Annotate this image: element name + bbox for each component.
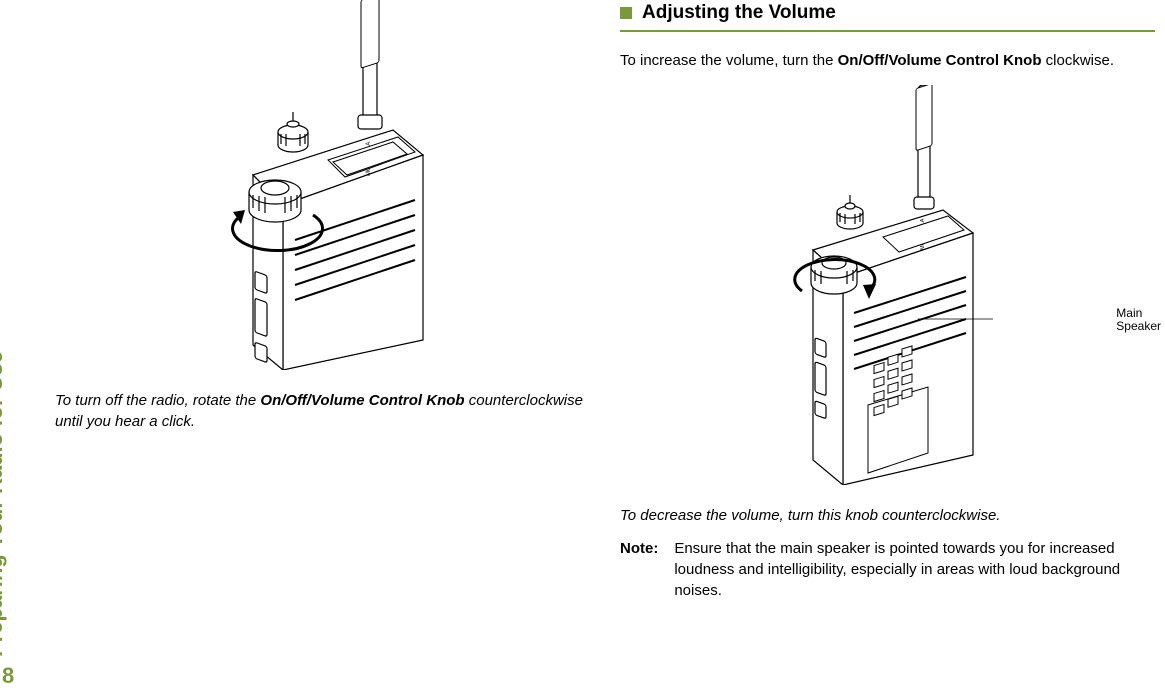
note-label: Note: [620,538,658,601]
callout-line2: Speaker [1116,319,1161,333]
volume-intro: To increase the volume, turn the On/Off/… [620,50,1155,71]
section-header: Adjusting the Volume [620,2,1155,32]
radio-cw-illustration: MOTOROLA [758,85,1018,485]
section-bullet-icon [620,7,632,19]
note-text: Ensure that the main speaker is pointed … [674,538,1155,601]
figure-volume: MOTOROLA [620,85,1155,485]
radio-ccw-illustration: MOTOROLA [183,0,463,370]
turn-off-caption: To turn off the radio, rotate the On/Off… [55,390,590,432]
figure-turn-off: MOTOROLA [55,0,590,370]
main-speaker-callout: Main Speaker [1116,307,1161,333]
note-block: Note: Ensure that the main speaker is po… [620,538,1155,601]
intro-post: clockwise. [1042,52,1115,69]
section-title: Adjusting the Volume [642,2,836,24]
left-column: MOTOROLA [55,0,590,697]
caption-pre: To turn off the radio, rotate the [55,392,260,409]
intro-bold: On/Off/Volume Control Knob [838,52,1042,69]
caption-bold: On/Off/Volume Control Knob [260,392,464,409]
chapter-sidebar-title: Preparing Your Radio for Use [0,351,8,657]
callout-line1: Main [1116,306,1142,320]
right-column: Adjusting the Volume To increase the vol… [620,0,1155,697]
decrease-caption: To decrease the volume, turn this knob c… [620,505,1155,526]
intro-pre: To increase the volume, turn the [620,52,838,69]
page-content: MOTOROLA [55,0,1155,697]
page-number: 8 [2,663,14,689]
